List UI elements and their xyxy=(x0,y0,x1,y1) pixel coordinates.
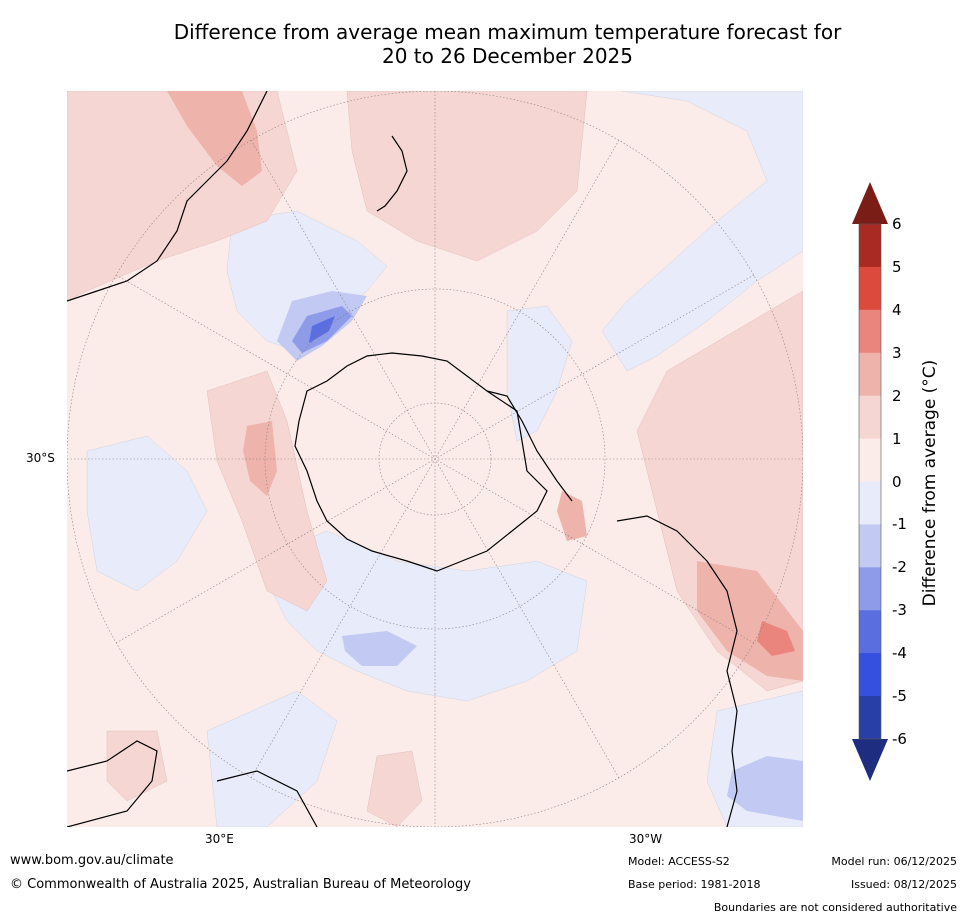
lat-label-30s: 30°S xyxy=(26,451,55,465)
warm-patch-2 xyxy=(243,421,277,496)
footer-model-run: Model run: 06/12/2025 xyxy=(831,855,957,868)
colorbar-segment xyxy=(859,653,881,697)
colorbar xyxy=(852,182,888,781)
colorbar-tick-label: -4 xyxy=(892,644,907,663)
cool-patch-3 xyxy=(727,756,803,821)
meridian-120 xyxy=(115,274,755,644)
colorbar-segment xyxy=(859,395,881,440)
colorbar-tick-label: -3 xyxy=(892,601,907,620)
colorbar-tick-label: 4 xyxy=(892,300,902,319)
colorbar-segment xyxy=(859,266,881,311)
south-america-coastline xyxy=(616,515,738,827)
colorbar-segment xyxy=(859,524,881,568)
cool-region-west xyxy=(86,435,208,592)
colorbar-tick-label: 1 xyxy=(892,429,902,448)
polar-map xyxy=(67,91,803,827)
footer-copyright: © Commonwealth of Australia 2025, Austra… xyxy=(10,877,471,892)
colorbar-segment xyxy=(859,610,881,654)
graticule xyxy=(67,91,803,827)
footer-issued: Issued: 08/12/2025 xyxy=(850,878,957,891)
colorbar-segment xyxy=(859,224,881,268)
cool-region-south xyxy=(256,530,588,702)
australia-coastline xyxy=(67,91,268,302)
coastlines xyxy=(67,91,738,827)
footer-base-period: Base period: 1981-2018 xyxy=(628,878,761,891)
colorbar-segment xyxy=(859,567,881,611)
footer-disclaimer: Boundaries are not considered authoritat… xyxy=(713,901,957,914)
colorbar-title: Difference from average (°C) xyxy=(920,359,940,607)
cool-patch-strongest xyxy=(309,316,335,343)
colorbar-tick-label: 3 xyxy=(892,343,902,362)
colorbar-tick-label: -2 xyxy=(892,558,907,577)
colorbar-tick-label: -1 xyxy=(892,515,907,534)
africa-coastline xyxy=(67,740,158,827)
madagascar-region-coastline xyxy=(216,770,318,827)
warm-region-south xyxy=(366,750,423,827)
footer-website: www.bom.gov.au/climate xyxy=(10,853,174,868)
colorbar-segment xyxy=(859,309,881,354)
colorbar-tick-label: 0 xyxy=(892,472,902,491)
colorbar-segment xyxy=(859,696,881,740)
title-line-2: 20 to 26 December 2025 xyxy=(381,44,633,68)
colorbar-tick-label: 5 xyxy=(892,257,902,276)
colorbar-segments xyxy=(859,224,881,740)
colorbar-extend-low xyxy=(852,739,888,781)
antarctic-peninsula xyxy=(486,390,573,502)
new-zealand-north xyxy=(376,135,408,212)
cool-region-south-west xyxy=(206,690,338,827)
footer-model: Model: ACCESS-S2 xyxy=(628,855,730,868)
colorbar-tick-label: 6 xyxy=(892,215,902,233)
colorbar-frame xyxy=(858,223,882,740)
colorbar-tick-label: 2 xyxy=(892,386,902,405)
warm-region-north xyxy=(346,91,588,262)
lon-label-30w: 30°W xyxy=(629,832,663,846)
colorbar-segment xyxy=(859,352,881,397)
title-line-1: Difference from average mean maximum tem… xyxy=(173,20,842,44)
warm-patch-strong xyxy=(757,621,795,656)
warm-patch-4 xyxy=(557,491,587,541)
lon-label-30e: 30°E xyxy=(205,832,234,846)
cool-region-north-east xyxy=(601,91,803,372)
colorbar-extend-high xyxy=(852,182,888,224)
colorbar-tick-label: -6 xyxy=(892,730,907,748)
cool-patch-2 xyxy=(342,631,417,666)
colorbar-segment xyxy=(859,438,881,482)
anomaly-warm-medium xyxy=(167,91,803,681)
map-canvas xyxy=(67,91,803,827)
lat-circle-50s xyxy=(264,288,606,630)
colorbar-tick-label: -5 xyxy=(892,687,907,706)
map-title: Difference from average mean maximum tem… xyxy=(0,20,965,68)
colorbar-segment xyxy=(859,481,881,525)
warm-patch-1 xyxy=(167,91,262,186)
antarctica-coastline xyxy=(294,352,548,572)
